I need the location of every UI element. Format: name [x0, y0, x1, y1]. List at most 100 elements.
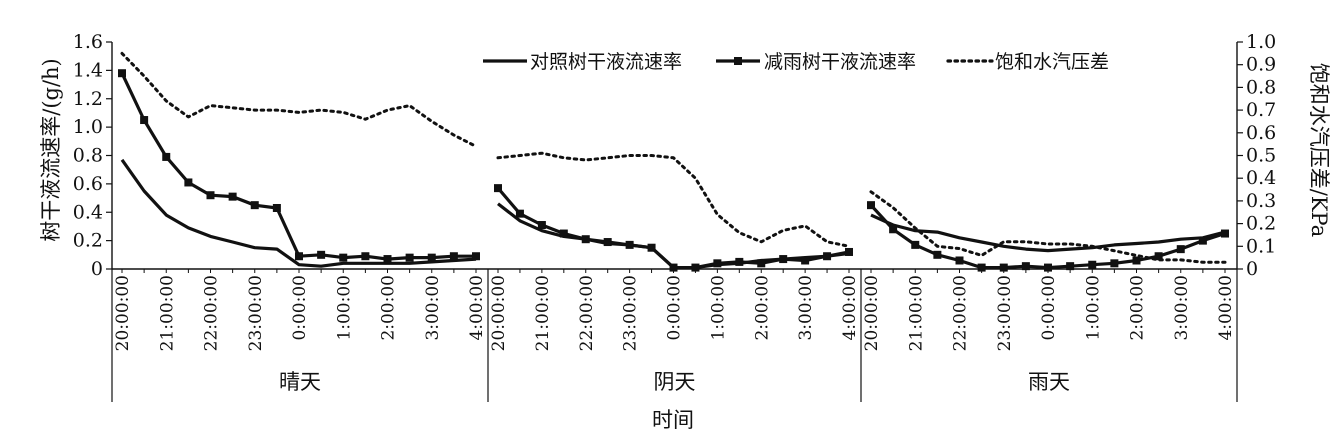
y-tick-label: 0 [91, 258, 103, 280]
series-line-3 [496, 151, 851, 248]
x-tick-label: 21:00:00 [533, 275, 553, 351]
legend-marker-2 [734, 57, 742, 65]
x-tick-label: 23:00:00 [621, 275, 641, 351]
series-2-point [405, 253, 414, 262]
x-tick-label: 1:00:00 [708, 275, 728, 341]
x-tick-label: 4:00:00 [1216, 275, 1236, 341]
series-2-point [669, 263, 678, 272]
series-2-point [184, 178, 193, 187]
series-2-point [889, 225, 898, 234]
series-2-point [250, 201, 259, 210]
series-2-point [383, 255, 392, 264]
y2-tick-label: 0.4 [1246, 167, 1276, 189]
y-tick-label: 0.2 [73, 230, 103, 252]
x-tick-label: 0:00:00 [1039, 275, 1059, 341]
y2-tick-label: 0 [1246, 258, 1258, 280]
x-tick-label: 2:00:00 [752, 275, 772, 341]
y2-tick-label: 0.2 [1246, 213, 1276, 235]
series-2-point [581, 235, 590, 244]
y2-tick-label: 0.1 [1246, 235, 1276, 257]
y2-tick-label: 0.7 [1246, 99, 1276, 121]
series-2-point [1021, 262, 1030, 271]
x-tick-label: 4:00:00 [840, 275, 860, 341]
series-2-point [1221, 229, 1229, 238]
y2-axis-title: 饱和水汽压差/KPa [1307, 63, 1331, 237]
x-axis-title: 时间 [652, 408, 694, 432]
series-2-point [427, 253, 436, 262]
series-line-2 [120, 72, 476, 261]
series-2-point [933, 250, 942, 259]
x-tick-label: 1:00:00 [1083, 275, 1103, 341]
series-line-3 [120, 51, 478, 148]
series-2-point [206, 191, 215, 200]
legend-layer: 对照树干液流速率 减雨树干液流速率 饱和水汽压差 [483, 51, 1109, 73]
y-tick-label: 1.0 [73, 116, 103, 138]
x-group-label: 晴天 [279, 370, 321, 394]
series-2-point [603, 238, 612, 247]
x-tick-label: 21:00:00 [157, 275, 177, 351]
x-tick-label: 2:00:00 [1128, 275, 1148, 341]
x-tick-label: 4:00:00 [467, 275, 487, 341]
series-2-point [515, 209, 524, 218]
x-tick-label: 21:00:00 [906, 275, 926, 351]
series-2-point [1066, 262, 1075, 271]
series-2-point [955, 256, 964, 265]
y2-tick-label: 1.0 [1246, 31, 1276, 53]
x-tick-label: 23:00:00 [995, 275, 1015, 351]
y-tick-label: 0.8 [73, 145, 103, 167]
series-2-point [779, 255, 788, 264]
series-2-point [1154, 252, 1163, 261]
x-tick-label: 22:00:00 [202, 275, 222, 351]
y2-tick-label: 0.9 [1246, 54, 1276, 76]
y-tick-label: 1.6 [73, 31, 103, 53]
y2-tick-label: 0.5 [1246, 145, 1276, 167]
series-2-point [713, 259, 722, 268]
series-2-point [118, 69, 126, 78]
y-tick-label: 0.6 [73, 173, 103, 195]
y-tick-label: 1.2 [73, 88, 103, 110]
series-2-point [537, 221, 546, 230]
series-2-point [1132, 256, 1141, 265]
series-line-1 [870, 213, 1226, 253]
x-tick-label: 0:00:00 [665, 275, 685, 341]
y2-tick-label: 0.6 [1246, 122, 1276, 144]
series-2-point [911, 240, 920, 249]
series-2-point [823, 252, 832, 261]
series-2-point [691, 263, 700, 272]
y-axis-title: 树干液流速率/(g/h) [39, 58, 63, 242]
series-2-point [339, 253, 348, 262]
series-2-point [494, 184, 502, 193]
series-2-point [647, 243, 656, 252]
y2-tick-label: 0.3 [1246, 190, 1276, 212]
series-line-1 [497, 202, 850, 270]
series-2-point [559, 229, 568, 238]
x-group-label: 雨天 [1028, 370, 1070, 394]
series-2-point [317, 250, 326, 259]
series-2-point [977, 263, 986, 272]
series-2-point [1198, 236, 1207, 245]
series-2-point [1044, 263, 1052, 272]
series-2-point [1088, 260, 1097, 269]
series-2-point [472, 252, 480, 261]
series-2-point [228, 192, 237, 201]
x-tick-label: 22:00:00 [577, 275, 597, 351]
x-tick-label: 22:00:00 [951, 275, 971, 351]
x-tick-label: 0:00:00 [290, 275, 310, 341]
x-tick-label: 3:00:00 [796, 275, 816, 341]
series-2-point [140, 116, 149, 125]
series-2-point [999, 263, 1008, 272]
series-2-point [757, 259, 766, 268]
series-line-1 [120, 158, 477, 268]
series-line-3 [869, 190, 1227, 264]
series-2-point [845, 247, 853, 256]
series-2-point [735, 257, 744, 266]
axes-layer: 00.20.40.60.81.01.21.41.600.10.20.30.40.… [73, 31, 1276, 402]
legend-label-1: 对照树干液流速率 [530, 51, 682, 73]
x-tick-label: 2:00:00 [379, 275, 399, 341]
y2-tick-label: 0.8 [1246, 76, 1276, 98]
series-2-point [449, 252, 458, 261]
series-2-point [162, 152, 171, 161]
series-2-point [1176, 245, 1185, 254]
